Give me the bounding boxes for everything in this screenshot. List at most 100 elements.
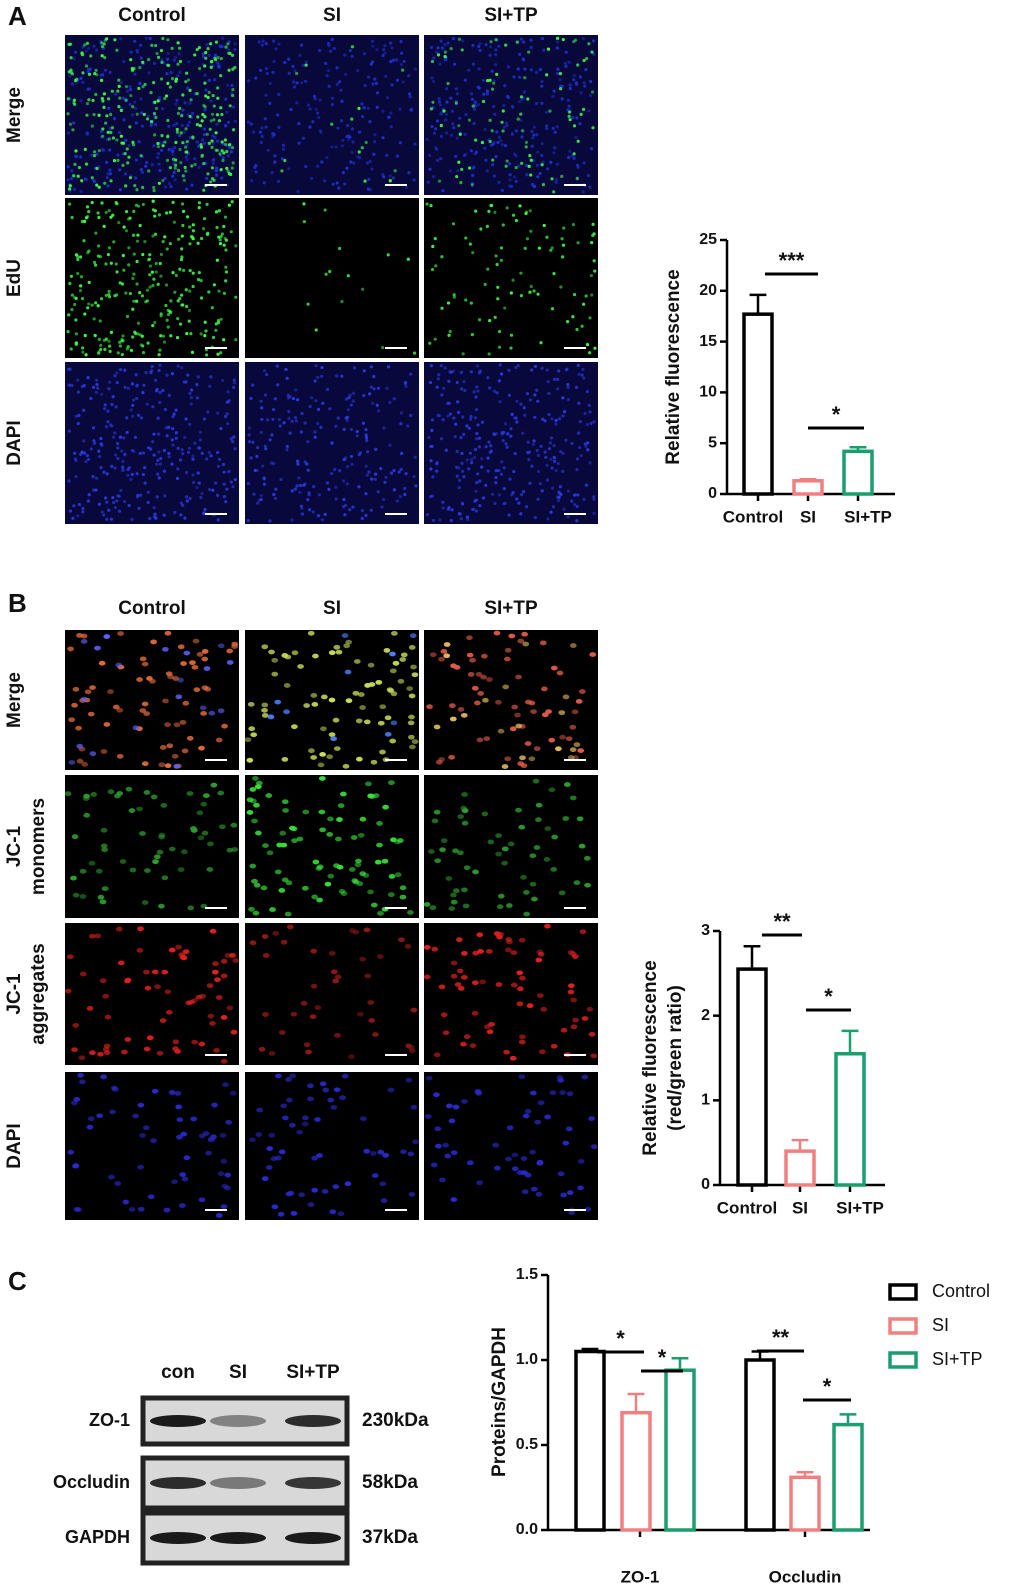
cell	[536, 497, 540, 501]
cell	[509, 346, 513, 350]
cell	[461, 974, 468, 980]
cell	[159, 274, 163, 278]
cell	[203, 793, 210, 798]
cell	[538, 171, 542, 176]
cell	[575, 519, 579, 523]
cell	[393, 169, 397, 173]
cell	[423, 944, 431, 950]
cell	[335, 836, 342, 842]
cell	[323, 208, 327, 212]
cell	[576, 493, 580, 497]
cell	[314, 328, 318, 332]
cell	[495, 851, 502, 857]
cell	[230, 200, 234, 204]
cell	[108, 1174, 115, 1180]
cell	[85, 131, 89, 135]
cell	[205, 42, 209, 47]
cell	[278, 1149, 286, 1155]
cell	[586, 1006, 594, 1012]
cell	[366, 106, 370, 110]
cell	[399, 411, 404, 415]
cell	[355, 858, 362, 864]
cell	[362, 52, 367, 56]
cell	[385, 386, 389, 390]
cell	[474, 700, 481, 706]
cell	[200, 711, 207, 716]
cell	[256, 501, 260, 505]
cell	[406, 257, 410, 261]
cell	[111, 395, 115, 399]
cell	[103, 1043, 111, 1049]
cell	[176, 364, 180, 368]
cell	[160, 60, 164, 64]
cell	[249, 456, 253, 460]
cell	[113, 374, 117, 378]
cell	[506, 95, 510, 100]
cell	[528, 209, 532, 213]
cell	[559, 734, 566, 740]
cell	[558, 485, 562, 489]
cell	[226, 1005, 234, 1011]
cell	[184, 169, 188, 173]
cell	[270, 171, 274, 175]
cell	[572, 73, 576, 78]
cell	[181, 209, 186, 213]
cell	[371, 1032, 379, 1037]
cell	[502, 466, 506, 470]
cell	[100, 96, 104, 101]
cell	[469, 458, 474, 462]
cell	[230, 1029, 238, 1035]
cell	[500, 460, 504, 464]
cell	[376, 954, 384, 959]
cell	[399, 63, 403, 67]
cell	[438, 757, 445, 762]
cell	[141, 185, 145, 190]
cell	[159, 252, 163, 257]
cell	[551, 505, 556, 509]
cell	[99, 129, 104, 134]
cell	[102, 224, 106, 228]
cell	[192, 638, 200, 644]
cell	[99, 899, 107, 905]
cell	[90, 176, 94, 180]
cell	[581, 36, 585, 41]
cell	[167, 147, 171, 152]
cell	[440, 838, 448, 844]
micrograph	[424, 1072, 598, 1220]
cell	[303, 1042, 311, 1048]
cell	[583, 855, 591, 861]
cell	[574, 81, 578, 85]
cell	[414, 484, 418, 488]
cell	[349, 454, 354, 459]
cell	[213, 54, 217, 58]
cell	[146, 500, 150, 505]
cell	[220, 1015, 228, 1020]
cell	[249, 396, 253, 401]
cell	[184, 417, 188, 421]
cell	[457, 707, 465, 712]
cell	[204, 88, 208, 92]
cell	[103, 722, 111, 727]
cell	[81, 510, 85, 514]
cell	[285, 444, 289, 449]
cell	[476, 1180, 483, 1186]
cell	[254, 164, 258, 168]
cell	[523, 413, 527, 417]
cell	[216, 464, 221, 469]
cell	[200, 119, 204, 123]
cell	[487, 839, 495, 845]
cell	[199, 279, 203, 283]
cell	[141, 900, 149, 905]
cell	[211, 1102, 218, 1108]
cell	[302, 1115, 309, 1121]
cell	[224, 500, 228, 504]
cell	[441, 500, 445, 504]
cell	[105, 160, 109, 164]
cell	[405, 1077, 413, 1083]
cell	[362, 393, 366, 398]
cell	[285, 376, 289, 380]
cell	[73, 162, 77, 166]
cell	[115, 499, 119, 503]
cell	[392, 488, 396, 492]
cell	[86, 1124, 94, 1130]
